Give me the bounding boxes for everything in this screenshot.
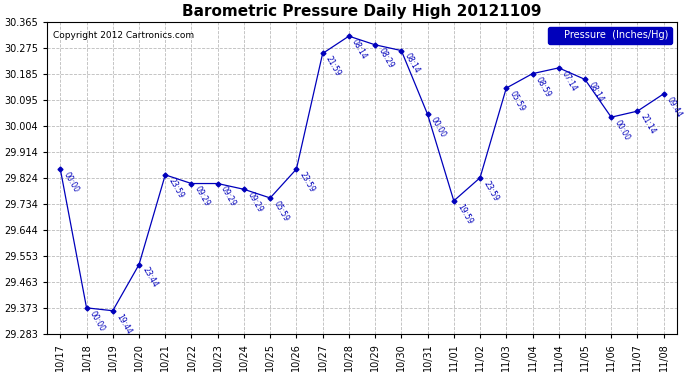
Text: 00:00: 00:00 <box>61 171 81 194</box>
Text: 23:59: 23:59 <box>298 171 317 194</box>
Text: 09:29: 09:29 <box>219 185 238 209</box>
Text: 00:00: 00:00 <box>613 118 631 142</box>
Text: 00:00: 00:00 <box>88 309 107 333</box>
Text: 21:14: 21:14 <box>639 112 658 136</box>
Text: 19:44: 19:44 <box>114 312 133 336</box>
Text: 08:14: 08:14 <box>586 81 605 104</box>
Text: 07:14: 07:14 <box>560 69 579 93</box>
Text: 05:59: 05:59 <box>508 90 526 113</box>
Title: Barometric Pressure Daily High 20121109: Barometric Pressure Daily High 20121109 <box>182 4 542 19</box>
Text: 00:00: 00:00 <box>429 116 448 139</box>
Text: 09:44: 09:44 <box>665 95 684 119</box>
Text: 09:29: 09:29 <box>193 185 212 209</box>
Legend: Pressure  (Inches/Hg): Pressure (Inches/Hg) <box>548 27 672 44</box>
Text: 23:44: 23:44 <box>140 266 159 290</box>
Text: 08:14: 08:14 <box>403 52 422 75</box>
Text: 21:59: 21:59 <box>324 55 343 78</box>
Text: 23:59: 23:59 <box>482 179 500 203</box>
Text: 05:59: 05:59 <box>272 200 290 223</box>
Text: 09:29: 09:29 <box>246 191 264 214</box>
Text: Copyright 2012 Cartronics.com: Copyright 2012 Cartronics.com <box>54 31 195 40</box>
Text: 08:29: 08:29 <box>377 46 395 69</box>
Text: 19:59: 19:59 <box>455 202 474 226</box>
Text: 08:14: 08:14 <box>351 38 369 61</box>
Text: 23:59: 23:59 <box>166 176 186 200</box>
Text: 08:59: 08:59 <box>534 75 553 99</box>
